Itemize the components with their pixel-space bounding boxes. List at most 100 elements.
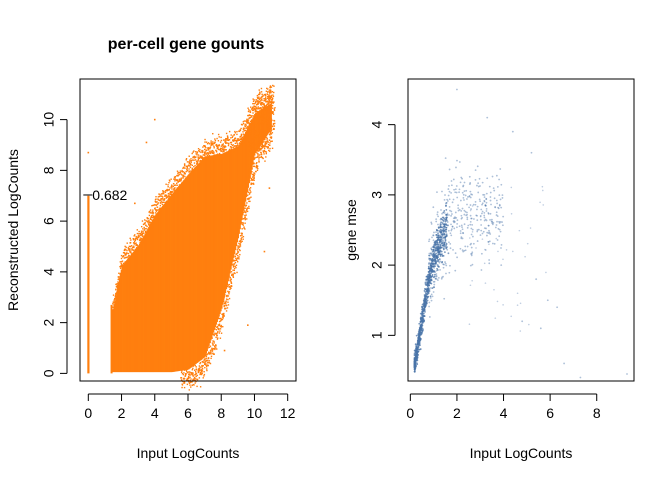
left-point bbox=[213, 152, 215, 155]
right-point bbox=[424, 291, 427, 293]
left-point bbox=[183, 163, 186, 165]
right-point bbox=[435, 240, 438, 243]
left-point bbox=[215, 347, 217, 349]
left-point bbox=[252, 173, 254, 176]
left-point bbox=[123, 249, 126, 252]
right-point bbox=[441, 229, 444, 232]
right-point bbox=[422, 319, 425, 322]
right-point bbox=[424, 288, 427, 291]
left-point bbox=[116, 286, 119, 288]
left-point bbox=[215, 150, 218, 152]
left-point bbox=[188, 161, 190, 164]
left-point bbox=[255, 135, 257, 138]
left-point bbox=[230, 280, 232, 282]
right-point bbox=[481, 203, 483, 206]
left-point bbox=[249, 151, 251, 153]
right-point bbox=[454, 191, 457, 194]
left-point bbox=[213, 142, 216, 145]
left-band-column bbox=[202, 158, 205, 359]
left-point bbox=[217, 146, 219, 148]
left-band-column bbox=[181, 181, 184, 371]
right-point bbox=[439, 260, 442, 263]
left-point bbox=[127, 247, 130, 249]
left-point bbox=[244, 222, 246, 224]
left-point bbox=[205, 149, 207, 151]
left-point bbox=[205, 146, 207, 149]
left-point bbox=[157, 209, 159, 211]
right-point bbox=[516, 292, 519, 295]
right-point bbox=[471, 279, 473, 282]
left-point bbox=[270, 121, 272, 123]
right-point bbox=[476, 208, 478, 211]
left-point bbox=[249, 123, 251, 125]
left-point bbox=[246, 198, 249, 200]
left-band-column bbox=[195, 165, 197, 364]
left-point bbox=[238, 248, 241, 251]
right-point bbox=[459, 247, 462, 250]
left-point bbox=[210, 142, 213, 145]
right-point bbox=[431, 275, 434, 278]
right-point bbox=[440, 238, 443, 241]
right-point bbox=[429, 281, 431, 284]
right-point bbox=[485, 219, 488, 222]
left-point bbox=[268, 94, 270, 96]
right-point bbox=[471, 263, 474, 266]
left-point bbox=[266, 141, 268, 143]
left-point bbox=[232, 146, 234, 149]
right-point bbox=[443, 212, 446, 214]
right-point bbox=[428, 301, 431, 304]
left-band-column bbox=[261, 108, 263, 144]
right-point bbox=[485, 192, 488, 195]
left-point bbox=[272, 101, 274, 103]
left-point bbox=[265, 151, 268, 153]
left-point bbox=[270, 96, 272, 98]
right-point bbox=[445, 234, 448, 237]
left-point bbox=[271, 100, 273, 103]
left-point bbox=[185, 158, 188, 160]
left-point bbox=[270, 133, 273, 135]
left-point bbox=[208, 151, 211, 153]
left-point bbox=[205, 363, 207, 365]
right-point bbox=[495, 211, 498, 214]
right-point bbox=[462, 196, 465, 199]
left-point bbox=[198, 365, 201, 367]
left-point bbox=[248, 197, 250, 200]
left-point bbox=[248, 168, 250, 170]
right-x-axis-label: Input LogCounts bbox=[470, 445, 573, 461]
left-point bbox=[249, 187, 252, 189]
left-point bbox=[133, 243, 136, 245]
right-point bbox=[442, 229, 445, 232]
left-point bbox=[248, 175, 250, 178]
right-point bbox=[420, 323, 423, 326]
left-point bbox=[163, 199, 166, 201]
left-point bbox=[263, 122, 265, 125]
right-point bbox=[432, 291, 435, 293]
left-point bbox=[272, 111, 274, 114]
right-point bbox=[486, 116, 489, 119]
left-point bbox=[246, 208, 248, 210]
left-y-tick-label: 10 bbox=[41, 112, 57, 128]
right-point bbox=[426, 275, 429, 278]
left-point bbox=[181, 379, 183, 382]
left-point bbox=[171, 191, 173, 194]
right-point bbox=[487, 224, 490, 227]
left-point bbox=[200, 160, 202, 162]
left-point bbox=[253, 107, 256, 109]
left-point bbox=[266, 138, 268, 140]
left-point bbox=[176, 179, 179, 182]
left-point bbox=[265, 101, 267, 103]
right-point bbox=[518, 229, 521, 232]
right-point bbox=[510, 315, 512, 318]
left-point bbox=[227, 290, 229, 293]
left-point bbox=[201, 157, 203, 159]
left-point bbox=[235, 257, 237, 259]
right-point bbox=[466, 198, 468, 200]
left-point bbox=[257, 143, 259, 146]
left-point bbox=[258, 150, 260, 152]
left-point bbox=[248, 141, 250, 143]
left-point bbox=[214, 345, 216, 347]
left-band-column bbox=[254, 113, 256, 156]
left-point bbox=[123, 251, 125, 254]
left-band-column bbox=[161, 206, 164, 373]
right-point bbox=[448, 214, 450, 216]
